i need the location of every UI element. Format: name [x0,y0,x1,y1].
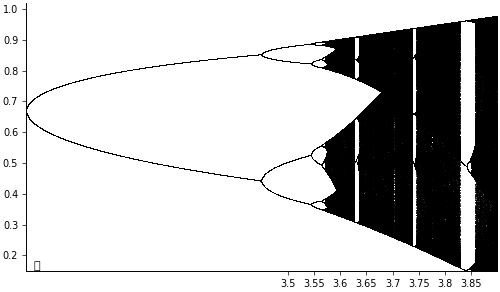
Text: ⓘ: ⓘ [34,261,40,271]
